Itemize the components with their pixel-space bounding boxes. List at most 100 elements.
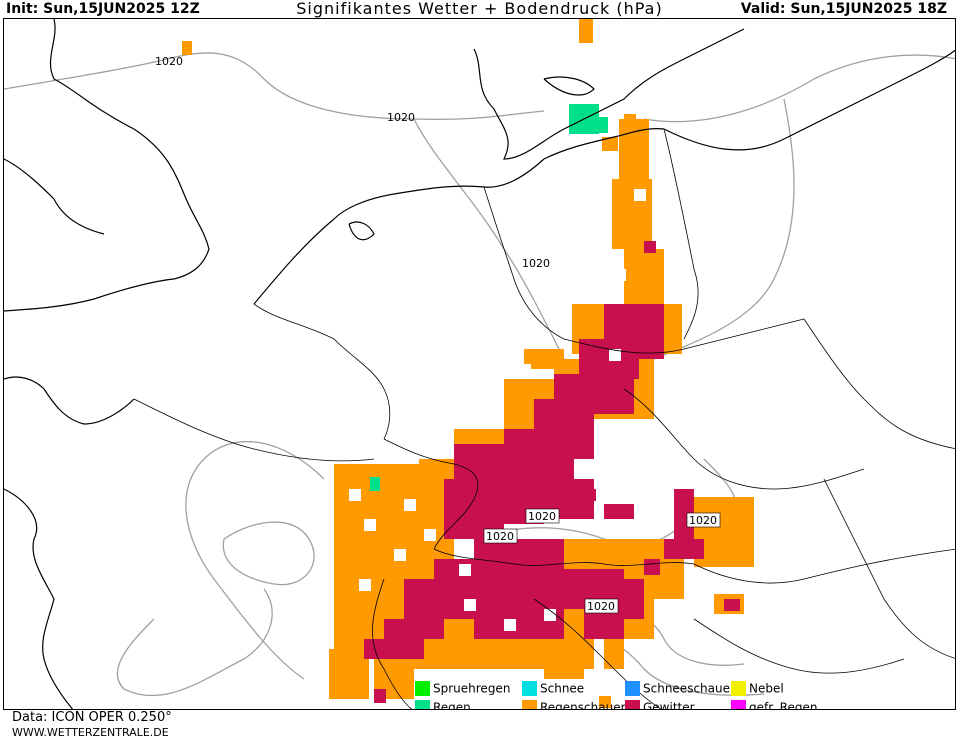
rain-cell <box>370 477 380 491</box>
thunderstorm-cell <box>724 599 740 611</box>
cell-gap <box>544 609 556 621</box>
coastline <box>543 76 595 96</box>
border <box>372 578 413 709</box>
border <box>663 128 699 340</box>
isobar-line <box>653 98 795 360</box>
legend-item-gefr-regen: gefr. Regen <box>731 698 818 710</box>
cell-gap <box>349 489 361 501</box>
legend-label: Schneeschauer <box>643 681 735 696</box>
thunderstorm-cell <box>664 539 704 559</box>
isobar-label: 1020 <box>587 600 615 613</box>
isobar-label: 1020 <box>689 514 717 527</box>
isobar-label-box: 1020 <box>686 512 721 528</box>
isobar-line <box>116 588 273 697</box>
border <box>693 618 905 674</box>
thunderstorm-cell <box>624 594 640 610</box>
isobar-label: 1020 <box>155 55 183 68</box>
border <box>533 598 662 709</box>
border <box>133 398 375 462</box>
data-source: Data: ICON OPER 0.250° <box>12 710 172 725</box>
thunderstorm-cell <box>644 559 660 575</box>
legend-item-regen: Regen <box>415 698 471 710</box>
shower-cell <box>579 19 593 43</box>
thunderstorm-cell <box>644 241 656 253</box>
legend-item-schnee: Schnee <box>522 679 584 697</box>
coastline <box>4 488 74 709</box>
legend-label: Spruehregen <box>433 681 511 696</box>
border <box>563 318 805 354</box>
isobar-label-box: 1020 <box>525 508 560 524</box>
isobar-label-box: 1020 <box>584 598 619 614</box>
shower-cell <box>624 249 664 309</box>
thunderstorm-cell <box>364 639 394 659</box>
site-url: WWW.WETTERZENTRALE.DE <box>12 726 169 739</box>
isobar-line <box>185 440 325 680</box>
cell-gap <box>634 189 646 201</box>
cell-gap <box>359 579 371 591</box>
cell-gap <box>519 364 531 376</box>
coastline <box>4 376 135 425</box>
isobar-labels: 1020 1020 1020 1020 1020 1020 1020 <box>155 55 721 614</box>
isobar-label-box: 1020 <box>483 528 518 544</box>
legend-swatch <box>625 681 640 696</box>
shower-cell <box>619 119 649 179</box>
legend-swatch <box>731 700 746 709</box>
legend-swatch <box>522 681 537 696</box>
border <box>433 548 695 566</box>
map-title: Signifikantes Wetter + Bodendruck (hPa) <box>296 0 663 18</box>
legend-item-spruehregen: Spruehregen <box>415 679 510 697</box>
cell-gap <box>464 599 476 611</box>
thunderstorm-cell <box>374 689 386 703</box>
cell-gap <box>504 619 516 631</box>
isobar-label: 1020 <box>528 510 556 523</box>
legend-swatch <box>415 681 430 696</box>
valid-time: Valid: Sun,15JUN2025 18Z <box>740 1 947 17</box>
border <box>693 548 955 584</box>
weather-map: 1020 1020 1020 1020 1020 1020 1020 Sprue… <box>3 18 956 710</box>
shower-cell <box>182 41 192 55</box>
weather-cells <box>182 19 754 708</box>
isobar-label: 1020 <box>387 111 415 124</box>
isobar-line <box>222 521 315 586</box>
map-canvas: 1020 1020 1020 1020 1020 1020 1020 <box>4 19 955 709</box>
shower-cell <box>602 137 618 151</box>
cell-gap <box>424 529 436 541</box>
legend-label: Regen <box>433 700 471 710</box>
legend-label: Schnee <box>540 681 585 696</box>
cell-gap <box>364 519 376 531</box>
thunderstorm-cell <box>584 489 596 501</box>
shower-cell <box>329 649 369 699</box>
rain-cell <box>594 117 608 133</box>
cell-gap <box>404 499 416 511</box>
cell-gap <box>609 349 621 361</box>
border <box>623 388 865 490</box>
isobar-line <box>643 54 955 123</box>
coastline <box>663 49 955 151</box>
legend-label: gefr. Regen <box>749 700 818 710</box>
coastline <box>473 28 745 160</box>
legend-label: Gewitter <box>643 700 695 710</box>
cell-gap <box>459 564 471 576</box>
legend-swatch <box>625 700 640 709</box>
shower-cell <box>599 696 611 708</box>
init-time: Init: Sun,15JUN2025 12Z <box>6 1 200 17</box>
legend-swatch <box>415 700 430 709</box>
isobar-label: 1020 <box>522 257 550 270</box>
coastlines <box>4 19 955 709</box>
thunderstorm-cell <box>584 609 624 639</box>
border <box>483 186 565 340</box>
border <box>253 303 391 440</box>
cell-gap <box>394 549 406 561</box>
legend-label: Nebel <box>749 681 784 696</box>
shower-cell <box>544 639 584 679</box>
border <box>823 478 955 659</box>
coastline <box>348 221 375 241</box>
isobar-line <box>4 52 545 121</box>
isobar-label: 1020 <box>486 530 514 543</box>
coastline <box>253 128 665 305</box>
legend-item-regenschauer: Regenschauer <box>522 698 626 709</box>
legend-item-gewitter: Gewitter <box>625 698 695 710</box>
legend-item-schneeschauer: Schneeschauer <box>625 679 735 697</box>
border <box>383 438 479 550</box>
legend-swatch <box>731 681 746 696</box>
